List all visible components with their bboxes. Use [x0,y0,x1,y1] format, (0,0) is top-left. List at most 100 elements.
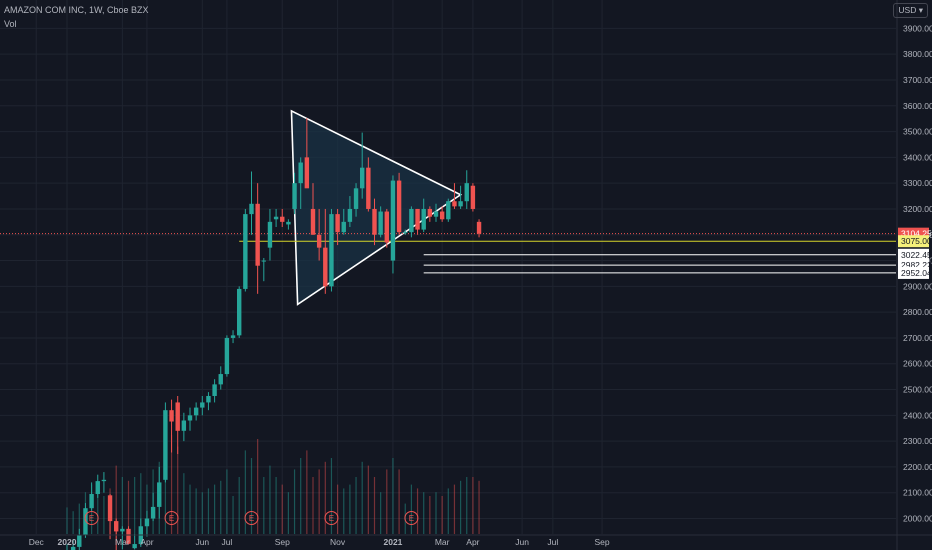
earnings-marker: E [164,511,179,525]
candle [107,494,113,540]
earnings-marker: E [244,511,259,525]
candle [396,172,402,235]
volume-bar [423,492,425,534]
earnings-label: E [169,514,174,523]
y-tick-label: 2600.00 [903,359,932,369]
candle-body [476,221,482,234]
candle-body [89,494,94,509]
volume-bar [238,477,240,534]
x-tick-label: 2020 [58,537,77,547]
symbol-title[interactable]: AMAZON COM INC, 1W, Cboe BZX [4,5,149,15]
y-tick-label: 2000.00 [903,514,932,524]
earnings-label: E [329,514,334,523]
candle [403,229,408,235]
volume-bar [244,450,246,534]
candle [353,183,359,217]
candle-body [120,528,125,532]
earnings-label: E [89,514,94,523]
candle-body [212,384,217,396]
volume-bar [103,496,105,534]
candle [310,183,316,235]
candle [476,219,482,238]
volume-bar [250,458,253,534]
candle [464,170,469,209]
candle [157,466,162,519]
y-tick-label: 2900.00 [903,281,932,291]
candle [446,198,451,222]
volume-bar [189,484,191,534]
volume-bar [127,480,130,534]
volume-bar [257,439,259,534]
volume-bar [121,477,123,534]
volume-bar [214,484,216,534]
volume-bar [349,484,351,534]
volume-bar [134,477,136,534]
candle-body [452,201,457,207]
x-tick-label: Jun [195,537,209,547]
y-tick-label: 2300.00 [903,436,932,446]
candle-body [101,479,107,482]
candle-body [83,508,88,536]
candle [409,206,414,238]
y-tick-label: 2400.00 [903,410,932,420]
triangle-shape [290,109,463,306]
candle [267,208,273,261]
candle-body [169,410,174,422]
earnings-circle [244,511,259,525]
time-axis[interactable]: Dec 2020 Mar Apr Jun Jul Sep Nov 2021 Mar Apr Jun Ju… [0,534,932,547]
triangle-pattern-drawing[interactable] [290,109,463,306]
y-tick-label: 3800.00 [903,49,932,59]
volume-bar [447,488,449,534]
currency-selector[interactable]: USD ▾ [893,3,928,18]
candle-body [433,211,439,217]
candle [193,402,199,421]
candle-body [273,216,279,220]
candle [132,534,137,550]
candle [169,399,174,453]
candle-body [132,544,137,549]
earnings-circle [404,511,419,525]
candle [218,366,223,390]
candles[interactable] [65,118,482,550]
candle [224,335,230,377]
candle [433,203,439,222]
candle [206,392,211,411]
candle [372,198,377,246]
volume-bar [355,477,357,534]
candle [439,206,445,222]
chevron-down-icon: ▾ [918,5,923,15]
volume-bar [343,488,345,534]
price-label-text: 2952.04 [901,268,932,278]
y-tick-label: 3700.00 [903,75,932,85]
volume-bar [177,446,179,534]
candle [237,286,242,338]
candle [378,206,383,238]
volume-bar [410,484,412,534]
price-label-bg [898,266,929,279]
candle-body [298,162,303,184]
candle [298,157,303,209]
candle-body [360,167,365,189]
candle [286,219,291,230]
volume-bar [275,477,277,534]
volume-bar [207,488,210,534]
candle [101,472,107,493]
candle [323,208,328,294]
candle-body [200,402,205,408]
price-label: 3022.45 [898,248,932,261]
volume-bar [170,435,173,534]
candle-body [267,221,273,248]
candle [292,172,297,215]
earnings-marker: E [404,511,419,525]
candle [384,208,389,248]
x-tick-label: Dec [29,537,45,547]
candle [341,208,346,235]
candle [261,257,266,282]
volume-bar [66,507,68,534]
y-tick-label: 3300.00 [903,178,932,188]
candle [163,402,168,483]
earnings-label: E [409,514,414,523]
